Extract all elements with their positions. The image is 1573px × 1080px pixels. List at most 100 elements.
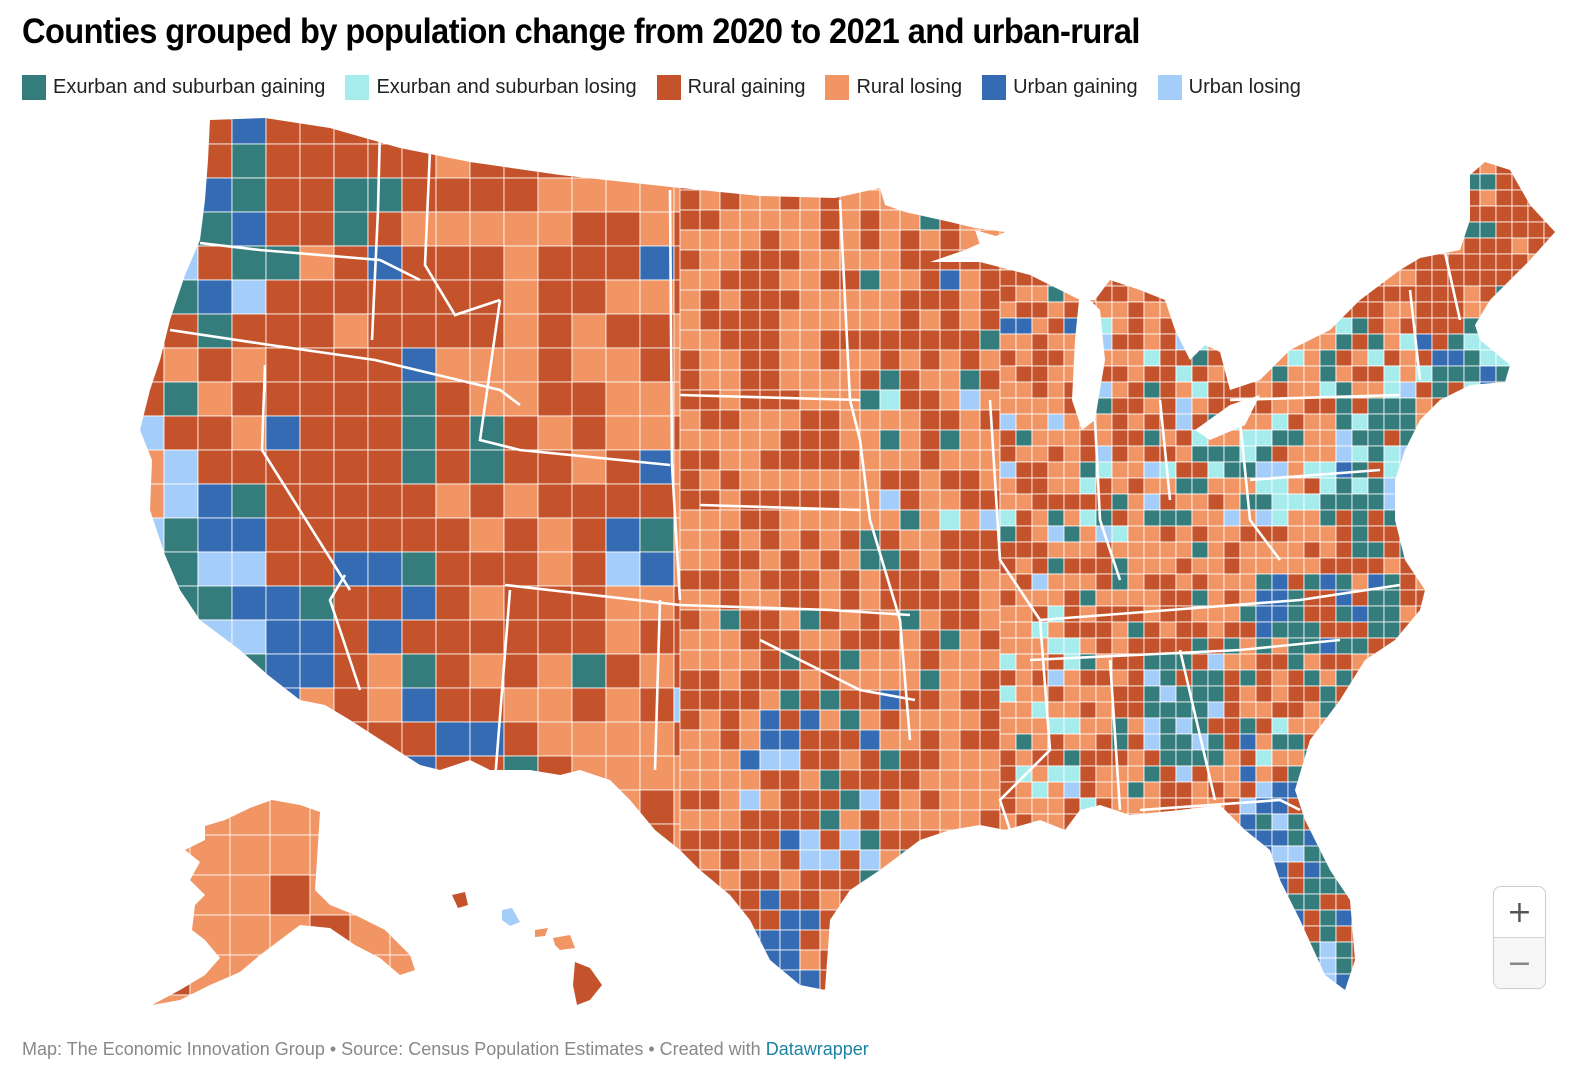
county-rl[interactable] — [1207, 157, 1225, 175]
county-rg[interactable] — [1543, 125, 1560, 143]
county-rg[interactable] — [1159, 445, 1177, 463]
county-rg[interactable] — [1351, 365, 1369, 383]
county-rl[interactable] — [1303, 525, 1321, 543]
county-rl[interactable] — [759, 849, 781, 871]
county-esg[interactable] — [1159, 653, 1177, 671]
county-ul[interactable] — [859, 849, 881, 871]
county-rl[interactable] — [799, 269, 821, 291]
county-rg[interactable] — [1383, 525, 1401, 543]
county-rg[interactable] — [1399, 845, 1417, 863]
county-rg[interactable] — [1511, 253, 1529, 271]
county-rg[interactable] — [919, 149, 941, 171]
county-rl[interactable] — [1560, 638, 1573, 654]
county-rg[interactable] — [673, 925, 709, 961]
county-esl[interactable] — [1063, 637, 1081, 655]
county-rg[interactable] — [1495, 221, 1513, 239]
county-ul[interactable] — [879, 489, 901, 511]
county-rg[interactable] — [1351, 781, 1369, 799]
county-rg[interactable] — [1351, 621, 1369, 639]
county-rg[interactable] — [999, 205, 1017, 223]
county-rg[interactable] — [1560, 110, 1573, 126]
county-rl[interactable] — [959, 769, 981, 791]
county-rg[interactable] — [739, 949, 761, 971]
county-rg[interactable] — [1479, 253, 1497, 271]
county-rg[interactable] — [1560, 942, 1573, 958]
county-esl[interactable] — [1063, 717, 1081, 735]
county-rg[interactable] — [999, 589, 1017, 607]
county-rg[interactable] — [1527, 733, 1545, 751]
county-rl[interactable] — [1111, 909, 1129, 927]
county-rg[interactable] — [1175, 429, 1193, 447]
county-rg[interactable] — [1511, 653, 1529, 671]
county-rg[interactable] — [1511, 189, 1529, 207]
county-rg[interactable] — [1495, 301, 1513, 319]
county-esg[interactable] — [1255, 493, 1273, 511]
county-rg[interactable] — [1527, 557, 1545, 575]
county-rg[interactable] — [1047, 173, 1065, 191]
county-rl[interactable] — [503, 483, 539, 519]
county-rl[interactable] — [979, 149, 1001, 171]
county-rl[interactable] — [1191, 301, 1209, 319]
county-rg[interactable] — [1111, 861, 1129, 879]
county-ug[interactable] — [759, 929, 781, 951]
county-rg[interactable] — [571, 585, 607, 621]
county-rg[interactable] — [1335, 829, 1353, 847]
county-rl[interactable] — [1143, 173, 1161, 191]
county-rg[interactable] — [719, 469, 741, 491]
county-ug[interactable] — [859, 729, 881, 751]
county-rg[interactable] — [699, 569, 721, 591]
county-rl[interactable] — [1079, 989, 1097, 1006]
county-esg[interactable] — [819, 769, 841, 791]
county-rg[interactable] — [819, 149, 841, 171]
county-rg[interactable] — [1447, 861, 1465, 879]
county-rl[interactable] — [1207, 189, 1225, 207]
county-rl[interactable] — [1560, 670, 1573, 686]
county-rg[interactable] — [1415, 285, 1433, 303]
county-rl[interactable] — [309, 834, 351, 876]
county-rl[interactable] — [1463, 765, 1481, 783]
county-rg[interactable] — [799, 409, 821, 431]
county-rg[interactable] — [899, 489, 921, 511]
county-rl[interactable] — [1367, 941, 1385, 959]
county-rl[interactable] — [1111, 237, 1129, 255]
county-rg[interactable] — [1335, 653, 1353, 671]
county-rg[interactable] — [759, 629, 781, 651]
county-rg[interactable] — [1560, 430, 1573, 446]
county-rg[interactable] — [1383, 909, 1401, 927]
county-rl[interactable] — [1207, 861, 1225, 879]
county-rl[interactable] — [333, 959, 369, 994]
county-rl[interactable] — [879, 269, 901, 291]
county-ug[interactable] — [1271, 605, 1289, 623]
county-rl[interactable] — [1191, 110, 1209, 127]
county-rl[interactable] — [699, 989, 721, 1010]
county-rg[interactable] — [1511, 221, 1529, 239]
county-rl[interactable] — [130, 687, 165, 723]
county-rg[interactable] — [1335, 525, 1353, 543]
county-rl[interactable] — [1015, 749, 1033, 767]
county-rl[interactable] — [333, 313, 369, 349]
county-rg[interactable] — [939, 969, 961, 990]
county-rg[interactable] — [1191, 461, 1209, 479]
county-rg[interactable] — [939, 589, 961, 611]
county-rg[interactable] — [699, 949, 721, 971]
county-rl[interactable] — [1335, 189, 1353, 207]
county-rl[interactable] — [779, 509, 801, 531]
county-esg[interactable] — [939, 629, 961, 651]
county-rg[interactable] — [839, 449, 861, 471]
county-rg[interactable] — [401, 823, 437, 859]
county-rl[interactable] — [1111, 637, 1129, 655]
county-rl[interactable] — [1560, 750, 1573, 766]
county-rg[interactable] — [679, 449, 701, 471]
county-rg[interactable] — [1511, 621, 1529, 639]
county-rg[interactable] — [859, 329, 881, 351]
county-rl[interactable] — [899, 189, 921, 211]
county-rl[interactable] — [839, 129, 861, 151]
county-esl[interactable] — [1479, 349, 1497, 367]
county-rl[interactable] — [719, 929, 741, 951]
county-ul[interactable] — [1031, 573, 1049, 591]
county-rg[interactable] — [1543, 589, 1560, 607]
county-esg[interactable] — [1287, 429, 1305, 447]
county-rg[interactable] — [899, 229, 921, 251]
county-rg[interactable] — [1399, 861, 1417, 879]
county-rl[interactable] — [1303, 765, 1321, 783]
